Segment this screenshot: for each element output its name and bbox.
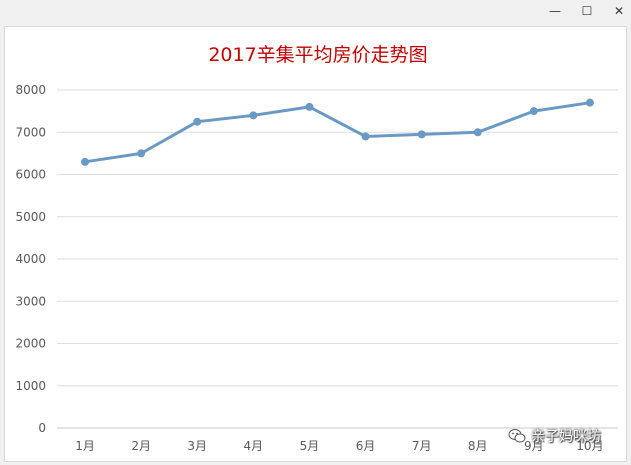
x-tick-label: 10月 — [576, 439, 603, 453]
x-tick-label: 8月 — [468, 439, 488, 453]
y-tick-label: 6000 — [15, 168, 46, 182]
x-tick-label: 7月 — [412, 439, 432, 453]
wechat-icon — [508, 429, 526, 443]
y-tick-label: 4000 — [15, 252, 46, 266]
y-tick-label: 1000 — [15, 379, 46, 393]
y-tick-label: 2000 — [15, 337, 46, 351]
chart-title: 2017辛集平均房价走势图 — [208, 44, 427, 66]
window-titlebar: — ☐ ✕ — [0, 0, 631, 24]
x-tick-label: 3月 — [187, 439, 207, 453]
data-point — [305, 102, 314, 111]
y-axis-ticks: 0 1000 2000 3000 4000 5000 6000 7000 8000 — [15, 83, 46, 435]
x-tick-label: 9月 — [524, 439, 544, 453]
data-point — [473, 128, 482, 137]
x-tick-label: 1月 — [75, 439, 95, 453]
data-point — [361, 132, 370, 141]
x-tick-label: 5月 — [300, 439, 320, 453]
y-tick-label: 7000 — [15, 125, 46, 139]
x-tick-label: 4月 — [244, 439, 264, 453]
window-maximize-icon[interactable]: ☐ — [581, 4, 593, 18]
gridlines — [57, 89, 618, 429]
window-minimize-icon[interactable]: — — [549, 4, 561, 18]
x-tick-label: 6月 — [356, 439, 376, 453]
series-layer — [81, 98, 594, 166]
y-tick-label: 5000 — [15, 210, 46, 224]
y-tick-label: 8000 — [15, 83, 46, 97]
watermark: 亲子妈咪坊 — [508, 426, 601, 446]
data-point — [249, 111, 258, 120]
x-tick-label: 2月 — [131, 439, 151, 453]
data-point — [585, 98, 594, 107]
data-point — [529, 107, 538, 116]
series-line — [83, 101, 592, 164]
x-axis-ticks: 1月 2月 3月 4月 5月 6月 7月 8月 9月 10月 — [75, 439, 603, 453]
data-point — [137, 149, 146, 158]
y-tick-label: 0 — [38, 421, 46, 435]
data-point — [193, 117, 202, 126]
chart-area — [4, 26, 627, 462]
data-point — [81, 157, 90, 166]
data-point — [417, 130, 426, 139]
y-tick-label: 3000 — [15, 294, 46, 308]
watermark-text: 亲子妈咪坊 — [531, 429, 601, 445]
window-close-icon[interactable]: ✕ — [613, 4, 625, 18]
